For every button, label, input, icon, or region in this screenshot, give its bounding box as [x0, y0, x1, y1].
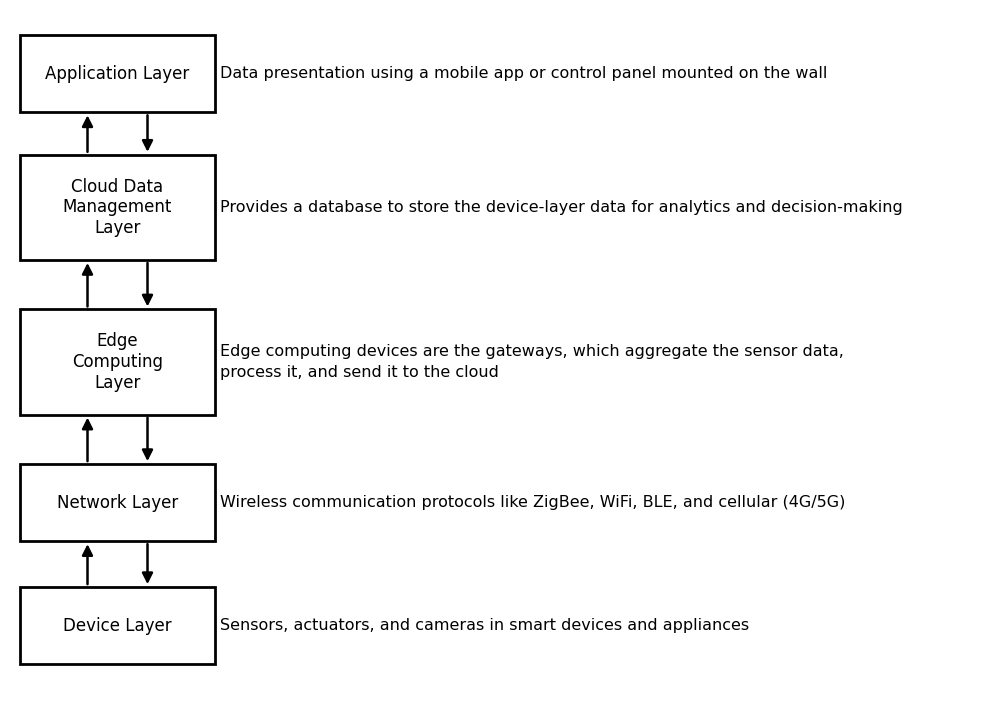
- Text: Edge computing devices are the gateways, which aggregate the sensor data,
proces: Edge computing devices are the gateways,…: [220, 344, 844, 380]
- Text: Wireless communication protocols like ZigBee, WiFi, BLE, and cellular (4G/5G): Wireless communication protocols like Zi…: [220, 495, 845, 510]
- Text: Sensors, actuators, and cameras in smart devices and appliances: Sensors, actuators, and cameras in smart…: [220, 618, 749, 633]
- Text: Edge
Computing
Layer: Edge Computing Layer: [72, 333, 163, 392]
- Text: Application Layer: Application Layer: [45, 65, 190, 83]
- Bar: [20, 155, 215, 260]
- Bar: [20, 587, 215, 664]
- Text: Network Layer: Network Layer: [57, 494, 178, 512]
- Text: Device Layer: Device Layer: [63, 617, 172, 635]
- Bar: [20, 464, 215, 541]
- Text: Cloud Data
Management
Layer: Cloud Data Management Layer: [63, 178, 172, 237]
- Text: Data presentation using a mobile app or control panel mounted on the wall: Data presentation using a mobile app or …: [220, 66, 827, 82]
- Text: Provides a database to store the device-layer data for analytics and decision-ma: Provides a database to store the device-…: [220, 200, 903, 215]
- Bar: [20, 309, 215, 415]
- Bar: [20, 35, 215, 112]
